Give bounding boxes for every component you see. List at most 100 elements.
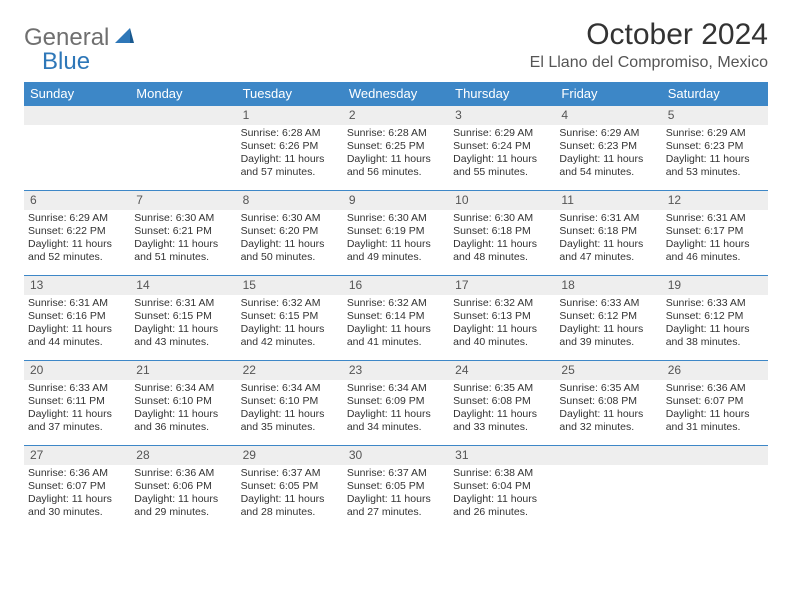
day-details: Sunrise: 6:30 AMSunset: 6:20 PMDaylight:… [237, 210, 343, 269]
sunrise-text: Sunrise: 6:34 AM [347, 382, 445, 395]
daylight-text: Daylight: 11 hours [453, 323, 551, 336]
day-details: Sunrise: 6:33 AMSunset: 6:12 PMDaylight:… [662, 295, 768, 354]
day-cell: 20Sunrise: 6:33 AMSunset: 6:11 PMDayligh… [24, 361, 130, 445]
day-details: Sunrise: 6:34 AMSunset: 6:09 PMDaylight:… [343, 380, 449, 439]
sunrise-text: Sunrise: 6:28 AM [241, 127, 339, 140]
day-cell: 3Sunrise: 6:29 AMSunset: 6:24 PMDaylight… [449, 106, 555, 190]
sunset-text: Sunset: 6:18 PM [559, 225, 657, 238]
sunrise-text: Sunrise: 6:31 AM [134, 297, 232, 310]
daylight-text: Daylight: 11 hours [559, 153, 657, 166]
daylight-text: and 27 minutes. [347, 506, 445, 519]
daylight-text: Daylight: 11 hours [347, 323, 445, 336]
day-cell [662, 446, 768, 530]
day-cell [24, 106, 130, 190]
day-details: Sunrise: 6:36 AMSunset: 6:07 PMDaylight:… [24, 465, 130, 524]
day-cell: 18Sunrise: 6:33 AMSunset: 6:12 PMDayligh… [555, 276, 661, 360]
day-number: 7 [130, 191, 236, 210]
daylight-text: and 47 minutes. [559, 251, 657, 264]
sunrise-text: Sunrise: 6:32 AM [347, 297, 445, 310]
daylight-text: Daylight: 11 hours [666, 153, 764, 166]
day-cell: 27Sunrise: 6:36 AMSunset: 6:07 PMDayligh… [24, 446, 130, 530]
sunrise-text: Sunrise: 6:29 AM [559, 127, 657, 140]
day-details: Sunrise: 6:30 AMSunset: 6:18 PMDaylight:… [449, 210, 555, 269]
day-details: Sunrise: 6:32 AMSunset: 6:14 PMDaylight:… [343, 295, 449, 354]
day-details: Sunrise: 6:29 AMSunset: 6:22 PMDaylight:… [24, 210, 130, 269]
day-number [130, 106, 236, 125]
sunset-text: Sunset: 6:18 PM [453, 225, 551, 238]
day-cell: 14Sunrise: 6:31 AMSunset: 6:15 PMDayligh… [130, 276, 236, 360]
day-number: 28 [130, 446, 236, 465]
weekday-thursday: Thursday [449, 82, 555, 105]
day-cell: 17Sunrise: 6:32 AMSunset: 6:13 PMDayligh… [449, 276, 555, 360]
daylight-text: and 32 minutes. [559, 421, 657, 434]
day-cell: 25Sunrise: 6:35 AMSunset: 6:08 PMDayligh… [555, 361, 661, 445]
sunset-text: Sunset: 6:07 PM [666, 395, 764, 408]
day-cell: 2Sunrise: 6:28 AMSunset: 6:25 PMDaylight… [343, 106, 449, 190]
daylight-text: Daylight: 11 hours [666, 323, 764, 336]
day-details: Sunrise: 6:32 AMSunset: 6:15 PMDaylight:… [237, 295, 343, 354]
daylight-text: Daylight: 11 hours [453, 238, 551, 251]
day-details: Sunrise: 6:31 AMSunset: 6:17 PMDaylight:… [662, 210, 768, 269]
sunset-text: Sunset: 6:12 PM [666, 310, 764, 323]
sunrise-text: Sunrise: 6:33 AM [666, 297, 764, 310]
day-number [24, 106, 130, 125]
daylight-text: and 33 minutes. [453, 421, 551, 434]
day-details: Sunrise: 6:34 AMSunset: 6:10 PMDaylight:… [237, 380, 343, 439]
daylight-text: and 54 minutes. [559, 166, 657, 179]
day-details: Sunrise: 6:29 AMSunset: 6:23 PMDaylight:… [555, 125, 661, 184]
weekday-tuesday: Tuesday [237, 82, 343, 105]
daylight-text: and 31 minutes. [666, 421, 764, 434]
daylight-text: and 44 minutes. [28, 336, 126, 349]
sunset-text: Sunset: 6:07 PM [28, 480, 126, 493]
day-number: 18 [555, 276, 661, 295]
day-cell: 11Sunrise: 6:31 AMSunset: 6:18 PMDayligh… [555, 191, 661, 275]
calendar-week: 13Sunrise: 6:31 AMSunset: 6:16 PMDayligh… [24, 275, 768, 360]
day-cell: 15Sunrise: 6:32 AMSunset: 6:15 PMDayligh… [237, 276, 343, 360]
sunset-text: Sunset: 6:08 PM [559, 395, 657, 408]
sunset-text: Sunset: 6:15 PM [241, 310, 339, 323]
day-number: 30 [343, 446, 449, 465]
calendar-body: 1Sunrise: 6:28 AMSunset: 6:26 PMDaylight… [24, 105, 768, 530]
day-cell: 21Sunrise: 6:34 AMSunset: 6:10 PMDayligh… [130, 361, 236, 445]
daylight-text: Daylight: 11 hours [559, 238, 657, 251]
day-number: 15 [237, 276, 343, 295]
daylight-text: Daylight: 11 hours [347, 408, 445, 421]
day-cell: 28Sunrise: 6:36 AMSunset: 6:06 PMDayligh… [130, 446, 236, 530]
daylight-text: Daylight: 11 hours [241, 493, 339, 506]
daylight-text: and 29 minutes. [134, 506, 232, 519]
sunrise-text: Sunrise: 6:29 AM [28, 212, 126, 225]
day-number: 19 [662, 276, 768, 295]
day-number: 23 [343, 361, 449, 380]
day-cell: 7Sunrise: 6:30 AMSunset: 6:21 PMDaylight… [130, 191, 236, 275]
day-cell: 22Sunrise: 6:34 AMSunset: 6:10 PMDayligh… [237, 361, 343, 445]
day-number: 1 [237, 106, 343, 125]
day-number: 24 [449, 361, 555, 380]
sunrise-text: Sunrise: 6:30 AM [453, 212, 551, 225]
sunset-text: Sunset: 6:06 PM [134, 480, 232, 493]
day-details: Sunrise: 6:35 AMSunset: 6:08 PMDaylight:… [555, 380, 661, 439]
day-details: Sunrise: 6:33 AMSunset: 6:12 PMDaylight:… [555, 295, 661, 354]
day-number: 11 [555, 191, 661, 210]
sunset-text: Sunset: 6:22 PM [28, 225, 126, 238]
daylight-text: Daylight: 11 hours [559, 408, 657, 421]
calendar-week: 1Sunrise: 6:28 AMSunset: 6:26 PMDaylight… [24, 105, 768, 190]
daylight-text: Daylight: 11 hours [134, 493, 232, 506]
day-cell [555, 446, 661, 530]
daylight-text: Daylight: 11 hours [28, 323, 126, 336]
day-number [662, 446, 768, 465]
sunrise-text: Sunrise: 6:38 AM [453, 467, 551, 480]
day-cell: 1Sunrise: 6:28 AMSunset: 6:26 PMDaylight… [237, 106, 343, 190]
sunrise-text: Sunrise: 6:34 AM [241, 382, 339, 395]
daylight-text: Daylight: 11 hours [241, 323, 339, 336]
sunset-text: Sunset: 6:05 PM [347, 480, 445, 493]
day-details: Sunrise: 6:31 AMSunset: 6:18 PMDaylight:… [555, 210, 661, 269]
sunrise-text: Sunrise: 6:33 AM [559, 297, 657, 310]
day-number: 26 [662, 361, 768, 380]
daylight-text: and 51 minutes. [134, 251, 232, 264]
location-label: El Llano del Compromiso, Mexico [530, 54, 768, 72]
daylight-text: and 55 minutes. [453, 166, 551, 179]
sunset-text: Sunset: 6:21 PM [134, 225, 232, 238]
daylight-text: Daylight: 11 hours [241, 408, 339, 421]
sunset-text: Sunset: 6:04 PM [453, 480, 551, 493]
day-details: Sunrise: 6:37 AMSunset: 6:05 PMDaylight:… [343, 465, 449, 524]
